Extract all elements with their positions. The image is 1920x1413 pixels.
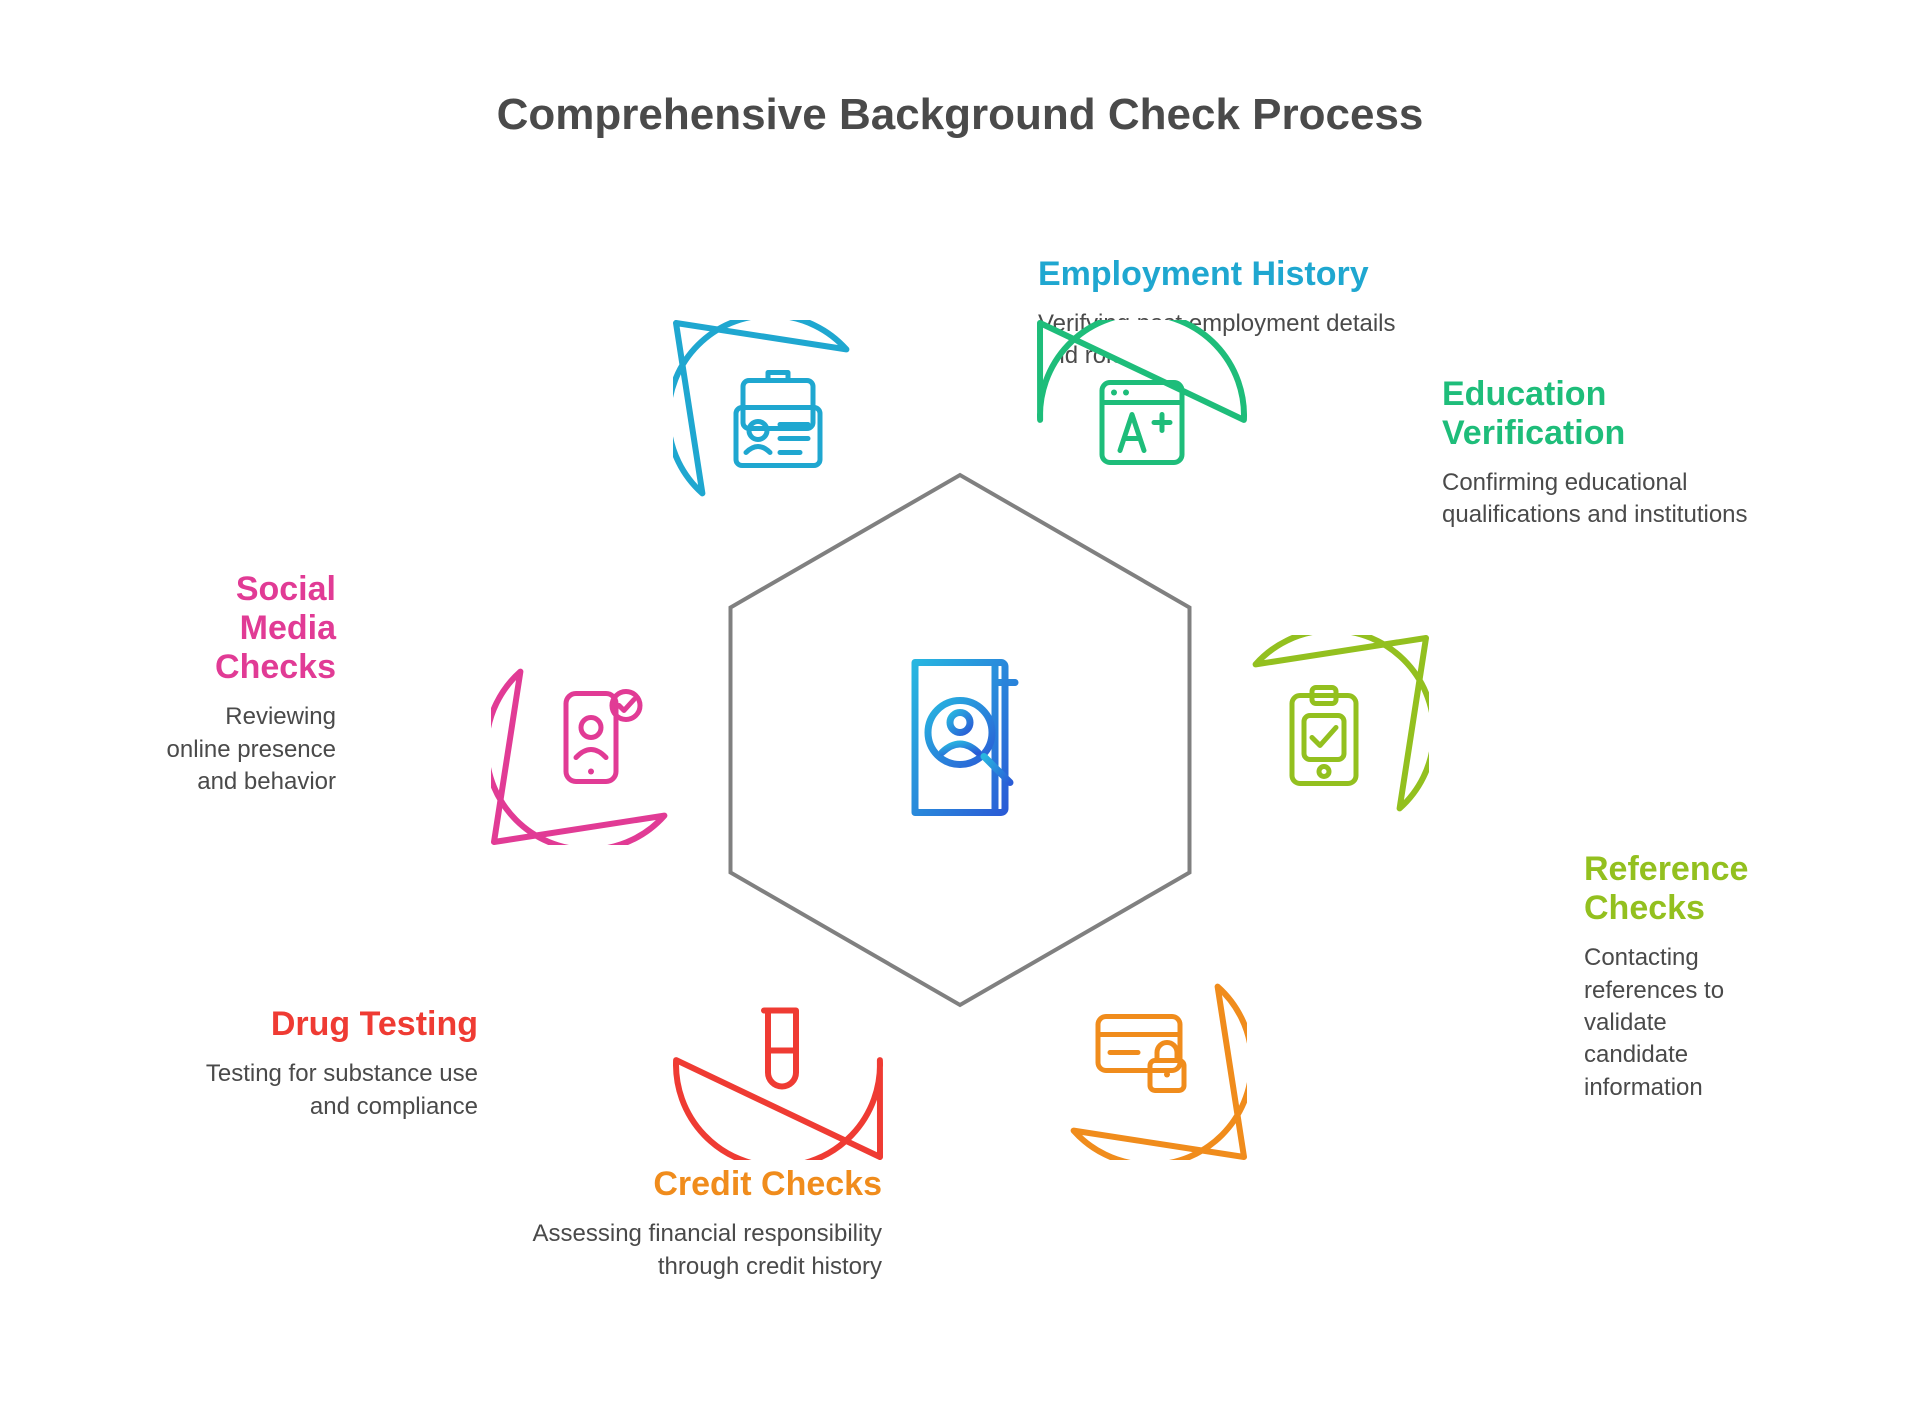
label-social: Social Media Checks Reviewing online pres… [160,570,336,798]
clipboard-check-icon [1254,668,1394,813]
phone-user-check-icon [526,668,666,813]
diagram-stage: Employment HistoryVerifying past employm… [160,190,1760,1290]
credit-title: Credit Checks [522,1165,882,1204]
node-education [1037,320,1247,530]
reference-desc: Contacting references to validate candid… [1584,942,1760,1104]
label-education: Education Verification Confirming educati… [1442,375,1760,532]
social-title: Social Media Checks [160,570,336,687]
node-reference [1219,635,1429,845]
label-drug: Drug Testing Testing for substance use an… [160,1005,478,1123]
employment-title: Employment History [1038,255,1398,294]
reference-title: Reference Checks [1584,850,1760,928]
grade-a-plus-icon [1072,352,1212,497]
id-badge-icon [708,352,848,497]
credit-desc: Assessing financial responsibility throu… [522,1218,882,1283]
education-desc: Confirming educational qualifications an… [1442,467,1760,532]
node-drug [673,950,883,1160]
node-social [491,635,701,845]
credit-card-lock-icon [1072,983,1212,1128]
drug-title: Drug Testing [160,1005,478,1044]
label-credit: Credit Checks Assessing financial respons… [522,1165,882,1283]
test-tube-icon [708,983,848,1128]
drug-desc: Testing for substance use and compliance [160,1058,478,1123]
page-title: Comprehensive Background Check Process [0,90,1920,140]
node-credit [1037,950,1247,1160]
label-reference: Reference Checks Contacting references to… [1584,850,1760,1104]
education-title: Education Verification [1442,375,1760,453]
social-desc: Reviewing online presence and behavior [160,701,336,798]
center-icon [860,638,1060,843]
node-employment [673,320,883,530]
